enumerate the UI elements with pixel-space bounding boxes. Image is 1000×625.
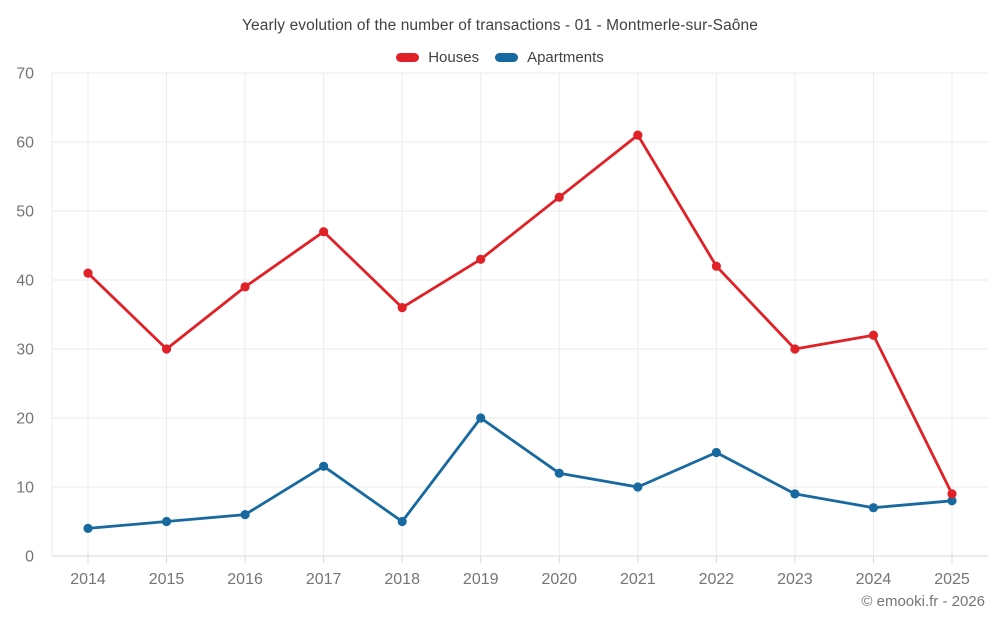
x-axis-tick-label: 2017 [306, 571, 342, 588]
data-point-houses-2024[interactable] [868, 330, 879, 340]
y-axis-tick-label: 30 [16, 342, 34, 359]
data-point-apartments-2019[interactable] [476, 413, 486, 423]
chart-title: Yearly evolution of the number of transa… [242, 17, 758, 34]
x-axis-tick-label: 2019 [463, 571, 499, 588]
data-point-apartments-2014[interactable] [83, 523, 93, 534]
x-axis-tick-label: 2020 [541, 571, 577, 588]
y-axis-tick-label: 70 [16, 66, 34, 83]
data-point-houses-2020[interactable] [554, 192, 564, 202]
x-axis-tick-label: 2018 [384, 571, 420, 588]
y-axis-tick-label: 10 [16, 480, 34, 497]
data-point-houses-2014[interactable] [83, 268, 93, 278]
legend-item-houses[interactable]: Houses [396, 49, 479, 66]
y-axis-tick-label: 50 [16, 204, 34, 221]
series-line-houses [86, 133, 954, 496]
data-point-houses-2018[interactable] [397, 303, 407, 313]
data-point-houses-2025[interactable] [947, 489, 957, 499]
x-axis-tick-label: 2016 [227, 571, 263, 588]
data-point-apartments-2015[interactable] [161, 516, 172, 527]
x-axis-tick-label: 2015 [149, 571, 185, 588]
series-line-apartments [86, 416, 954, 530]
chart-legend: Houses Apartments [0, 47, 1000, 67]
y-axis-tick-label: 20 [16, 411, 34, 428]
houses-legend-swatch-icon [396, 52, 420, 62]
legend-item-apartments[interactable]: Apartments [495, 49, 604, 66]
apartments-legend-swatch-icon [495, 52, 519, 62]
y-axis-tick-label: 60 [16, 135, 34, 152]
x-axis-tick-label: 2022 [699, 571, 735, 588]
data-point-apartments-2021[interactable] [633, 482, 643, 492]
data-point-houses-2019[interactable] [476, 254, 486, 264]
x-axis-tick-label: 2021 [620, 571, 656, 588]
data-point-apartments-2020[interactable] [554, 468, 564, 478]
data-point-houses-2017[interactable] [319, 227, 329, 237]
legend-label-apartments: Apartments [527, 48, 604, 66]
data-point-apartments-2018[interactable] [397, 516, 407, 527]
x-axis-tick-label: 2024 [856, 571, 892, 588]
attribution-text: © emooki.fr - 2026 [861, 593, 985, 610]
data-point-apartments-2022[interactable] [711, 447, 721, 458]
data-point-apartments-2023[interactable] [790, 489, 800, 499]
x-axis-tick-label: 2023 [777, 571, 813, 588]
y-axis-tick-label: 40 [16, 273, 34, 290]
data-point-apartments-2017[interactable] [319, 461, 329, 471]
data-point-apartments-2025[interactable] [947, 496, 957, 506]
legend-label-houses: Houses [428, 48, 480, 66]
data-point-apartments-2016[interactable] [240, 509, 250, 520]
x-axis-tick-label: 2014 [70, 571, 106, 588]
data-point-houses-2022[interactable] [711, 261, 721, 271]
data-point-apartments-2024[interactable] [868, 503, 879, 513]
data-point-houses-2021[interactable] [633, 130, 643, 140]
y-axis-tick-label: 0 [25, 549, 34, 566]
data-point-houses-2023[interactable] [790, 344, 800, 354]
data-point-houses-2016[interactable] [240, 282, 250, 292]
data-point-houses-2015[interactable] [161, 344, 172, 354]
x-axis-tick-label: 2025 [934, 571, 970, 588]
